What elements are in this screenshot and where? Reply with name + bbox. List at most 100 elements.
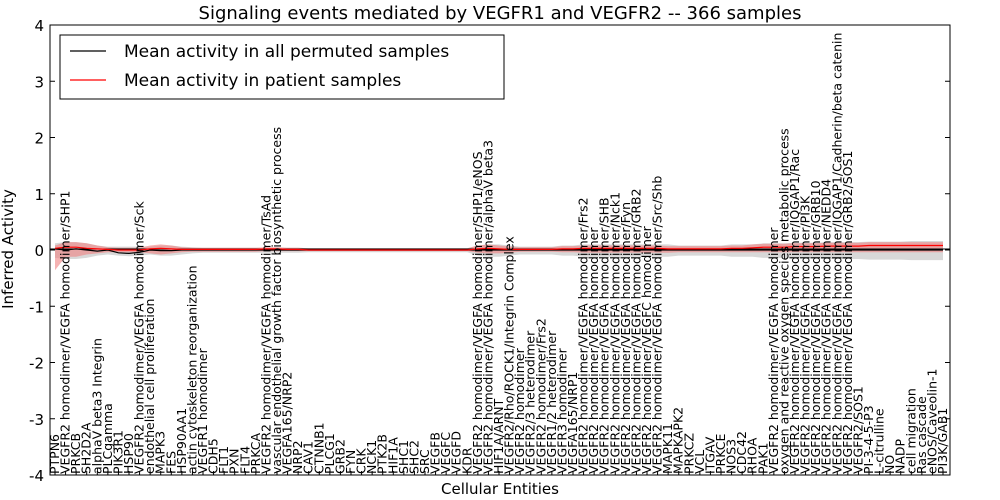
x-tick-label: alphaV beta3 Integrin (89, 338, 104, 474)
x-tick-label: PRKCE (713, 434, 728, 474)
x-tick-label: PI-3-4-5-P3 (861, 405, 876, 474)
y-tick-label: -3 (29, 411, 44, 429)
x-tick-label: VEGFR2 homodimer/VEGFC homodimer (639, 225, 654, 474)
x-tick-label: NADP (893, 438, 908, 474)
x-tick-label: VEGFA165/NRP2 (280, 372, 295, 474)
x-tick-label: CTNNB1 (311, 422, 326, 474)
y-tick-label: -1 (29, 298, 44, 316)
x-tick-label: SHC1 (396, 440, 411, 474)
x-tick-label: VEGFR2/SOS1 (850, 386, 865, 474)
x-tick-label: cell migration (903, 388, 918, 474)
series-line-patient (54, 244, 943, 251)
x-tick-label: VEGFR2 homodimer/VEGFA homodimer/IQGAP1/… (787, 149, 802, 474)
x-tick-label: PRKCB (68, 433, 83, 474)
legend-label-patient: Mean activity in patient samples (124, 71, 401, 91)
x-tick-label: VEGFR2 homodimer/VEGFA homodimer/GRB10 (808, 180, 823, 474)
x-tick-label: VEGFR2 homodimer/VEGFA homodimer/GRB2 (628, 188, 643, 474)
y-tick-label: 1 (34, 186, 44, 204)
x-tick-label: RHOA (745, 437, 760, 474)
x-tick-label: PTPN6 (47, 434, 62, 474)
x-tick-label: ITGAV (702, 436, 717, 474)
x-tick-label: VEGFA165/NRP1 (565, 372, 580, 474)
plot-frame (49, 24, 951, 476)
x-tick-label: KDR (459, 447, 474, 474)
x-tick-label: VEGFB (428, 432, 443, 474)
x-tick-label: VEGFR2 homodimer/VEGFA homodimer/TsAd (258, 195, 273, 474)
x-tick-label: SHC2 (406, 440, 421, 474)
x-tick-label: VEGFR2 homodimer/VEGFA homodimer/Frs2 (576, 197, 591, 474)
x-tick-label: VEGFR2 homodimer/Frs2 (533, 318, 548, 474)
x-tick-label: MAPK3 (153, 431, 168, 474)
x-tick-label: VEGFR2 homodimer/VEGFA homodimer/Fyn (618, 202, 633, 474)
x-tick-label: VEGFR2 homodimer/VEGFA homodimer/PI3K (798, 195, 813, 474)
x-tick-label: NOS3 (724, 439, 739, 474)
x-tick-label: VEGFR3 homodimer (554, 347, 569, 474)
x-tick-label: SRC (417, 449, 432, 474)
x-tick-label: VEGFR2 homodimer/VEGFA homodimer/NEDD4 (819, 179, 834, 474)
x-tick-label: VEGFR2 homodimer/VEGFA homodimer/alphaV … (480, 140, 495, 474)
y-tick-label: 4 (34, 17, 44, 35)
x-tick-label: VEGFR2 homodimer/VEGFA homodimer/SHP1/eN… (470, 151, 485, 474)
legend: Mean activity in all permuted samples Me… (59, 34, 505, 100)
x-tick-label: oxygen and reactive oxygen species metab… (776, 128, 791, 474)
x-tick-label: PTK2B (375, 434, 390, 474)
x-tick-label: VEGFR2 homodimer/VEGFA homodimer (766, 227, 781, 474)
x-tick-label: VEGFD (449, 431, 464, 474)
x-tick-label: VEGFR2 homodimer/VEGFA homodimer/SHB (597, 197, 612, 474)
x-tick-label: PLCG1 (322, 433, 337, 474)
x-tick-label: MAPKAPK2 (671, 407, 686, 474)
x-tick-label: FLT1 (216, 446, 231, 474)
x-tick-label: VEGFR2 homodimer/VEGFA homodimer/GRB2/SO… (840, 151, 855, 474)
x-tick-label: VEGFR2/Rho/ROCK1/Integrin Complex (502, 236, 517, 474)
x-tick-label: VEGFR2 homodimer/VEGFA homodimer/Src/Shb (650, 176, 665, 474)
x-tick-label: CAV1 (301, 441, 316, 474)
x-axis-label: Cellular Entities (441, 480, 559, 498)
x-tick-label: eNOS/Caveolin-1 (924, 369, 939, 474)
y-tick-label: 3 (34, 73, 44, 91)
x-tick-label: PIK3R1 (110, 430, 125, 474)
y-tick-label: 0 (34, 242, 44, 260)
x-tick-label: vascular endothelial growth factor biosy… (269, 127, 284, 474)
y-axis-label: Inferred Activity (0, 189, 17, 309)
x-tick-label: PAK1 (755, 443, 770, 474)
x-tick-label: HSP90 (121, 433, 136, 474)
x-tick-label: actin cytoskeleton reorganization (184, 265, 199, 474)
x-tick-label: VEGFR1 homodimer (195, 347, 210, 474)
x-tick-label: L-citrulline (872, 408, 887, 474)
y-tick-label: -4 (29, 467, 44, 485)
x-tick-label: CDC42 (734, 431, 749, 474)
x-tick-label: NRP2 (290, 440, 305, 474)
x-tick-label: NCK1 (364, 440, 379, 474)
x-tick-label: FES (163, 451, 178, 474)
x-tick-label: FLT4 (237, 446, 252, 474)
x-tick-label: VEGFR2 homodimer/VEGFA homodimer/Nck1 (607, 192, 622, 474)
series-lines (54, 244, 943, 255)
y-axis: -4 -3 -2 -1 0 1 2 3 4 (29, 17, 950, 485)
x-tick-label: VEGFR2 homodimer/VEGFA homodimer (586, 227, 601, 474)
x-tick-label: PRKCA (248, 433, 263, 474)
x-tick-label: CRK (354, 448, 369, 474)
legend-box (59, 34, 505, 100)
x-tick-label: VEGFC (438, 432, 453, 474)
x-tick-label: VEGFR2 homodimer/VEGFA homodimer/IQGAP1/… (829, 33, 844, 474)
x-tick-label: endothelial cell proliferation (142, 299, 157, 474)
x-tick-label: PI3K/GAB1 (935, 408, 950, 474)
x-tick-label: VCL (692, 450, 707, 474)
x-tick-label: PXN (227, 449, 242, 474)
y-tick-label: -2 (29, 355, 44, 373)
x-tick-label: VEGFR1/2 heterodimer (544, 330, 559, 474)
x-axis: PTPN6 VEGFR2 homodimer/VEGFA homodimer/SH… (47, 33, 950, 475)
legend-label-permuted: Mean activity in all permuted samples (124, 42, 449, 62)
x-tick-label: PLCgamma (100, 403, 115, 474)
x-tick-label: VEGFR2 homodimer (512, 347, 527, 474)
x-tick-label: MAPK11 (660, 423, 675, 474)
x-tick-label: CDH5 (206, 438, 221, 474)
x-tick-label: HIF1A (385, 437, 400, 474)
x-tick-label: GRB2 (332, 439, 347, 474)
x-tick-label: Ras cascade (914, 396, 929, 474)
x-tick-label: VEGFR2 homodimer/VEGFA homodimer/Sck (132, 201, 147, 474)
x-tick-label: SH2D2A (79, 422, 94, 474)
y-tick-label: 2 (34, 130, 44, 148)
chart-title: Signaling events mediated by VEGFR1 and … (199, 3, 802, 24)
